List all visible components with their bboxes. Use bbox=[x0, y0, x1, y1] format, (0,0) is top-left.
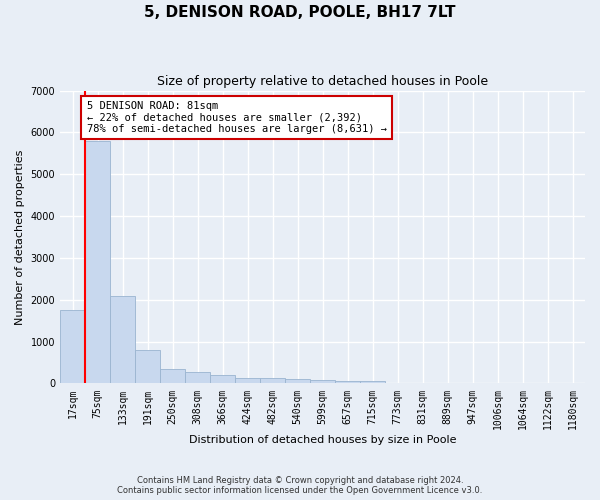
Bar bbox=[60, 310, 85, 384]
Bar bbox=[360, 381, 385, 384]
Text: Contains HM Land Registry data © Crown copyright and database right 2024.
Contai: Contains HM Land Registry data © Crown c… bbox=[118, 476, 482, 495]
Bar bbox=[310, 380, 335, 384]
Bar bbox=[135, 350, 160, 384]
Bar bbox=[235, 378, 260, 384]
Text: 5, DENISON ROAD, POOLE, BH17 7LT: 5, DENISON ROAD, POOLE, BH17 7LT bbox=[144, 5, 456, 20]
Bar bbox=[335, 381, 360, 384]
Bar bbox=[260, 378, 285, 384]
Bar bbox=[210, 375, 235, 384]
Text: 5 DENISON ROAD: 81sqm
← 22% of detached houses are smaller (2,392)
78% of semi-d: 5 DENISON ROAD: 81sqm ← 22% of detached … bbox=[86, 101, 386, 134]
Y-axis label: Number of detached properties: Number of detached properties bbox=[15, 150, 25, 324]
Bar bbox=[85, 141, 110, 384]
Title: Size of property relative to detached houses in Poole: Size of property relative to detached ho… bbox=[157, 75, 488, 88]
Bar bbox=[110, 296, 135, 384]
X-axis label: Distribution of detached houses by size in Poole: Distribution of detached houses by size … bbox=[189, 435, 456, 445]
Bar bbox=[185, 372, 210, 384]
Bar bbox=[285, 380, 310, 384]
Bar bbox=[160, 369, 185, 384]
